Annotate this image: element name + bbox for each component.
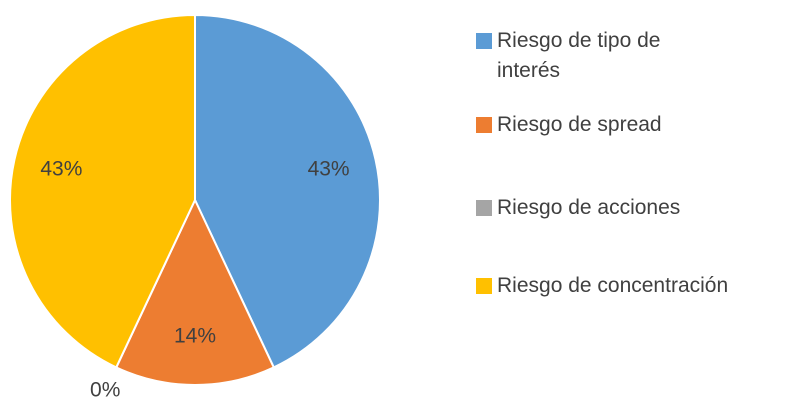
- legend-item: Riesgo de acciones: [476, 193, 680, 223]
- legend-swatch: [476, 33, 492, 49]
- data-label: 0%: [90, 378, 120, 401]
- data-label: 43%: [40, 158, 82, 181]
- data-label: 43%: [308, 158, 350, 181]
- legend-swatch: [476, 117, 492, 133]
- legend-label: Riesgo de acciones: [497, 196, 681, 219]
- legend-swatch: [476, 278, 492, 294]
- data-label: 14%: [174, 324, 216, 347]
- legend-label: Riesgo de tipo de interés: [497, 29, 661, 82]
- pie-slice: [194, 13, 381, 369]
- legend-label: Riesgo de concentración: [497, 274, 729, 297]
- pie-slice: [114, 197, 276, 386]
- legend-item: Riesgo de tipo de interés: [476, 26, 722, 86]
- legend-item: Riesgo de spread: [476, 110, 662, 140]
- pie-slice: [9, 13, 196, 369]
- legend-label: Riesgo de spread: [497, 113, 662, 136]
- legend-item: Riesgo de concentración: [476, 271, 728, 301]
- legend-swatch: [476, 200, 492, 216]
